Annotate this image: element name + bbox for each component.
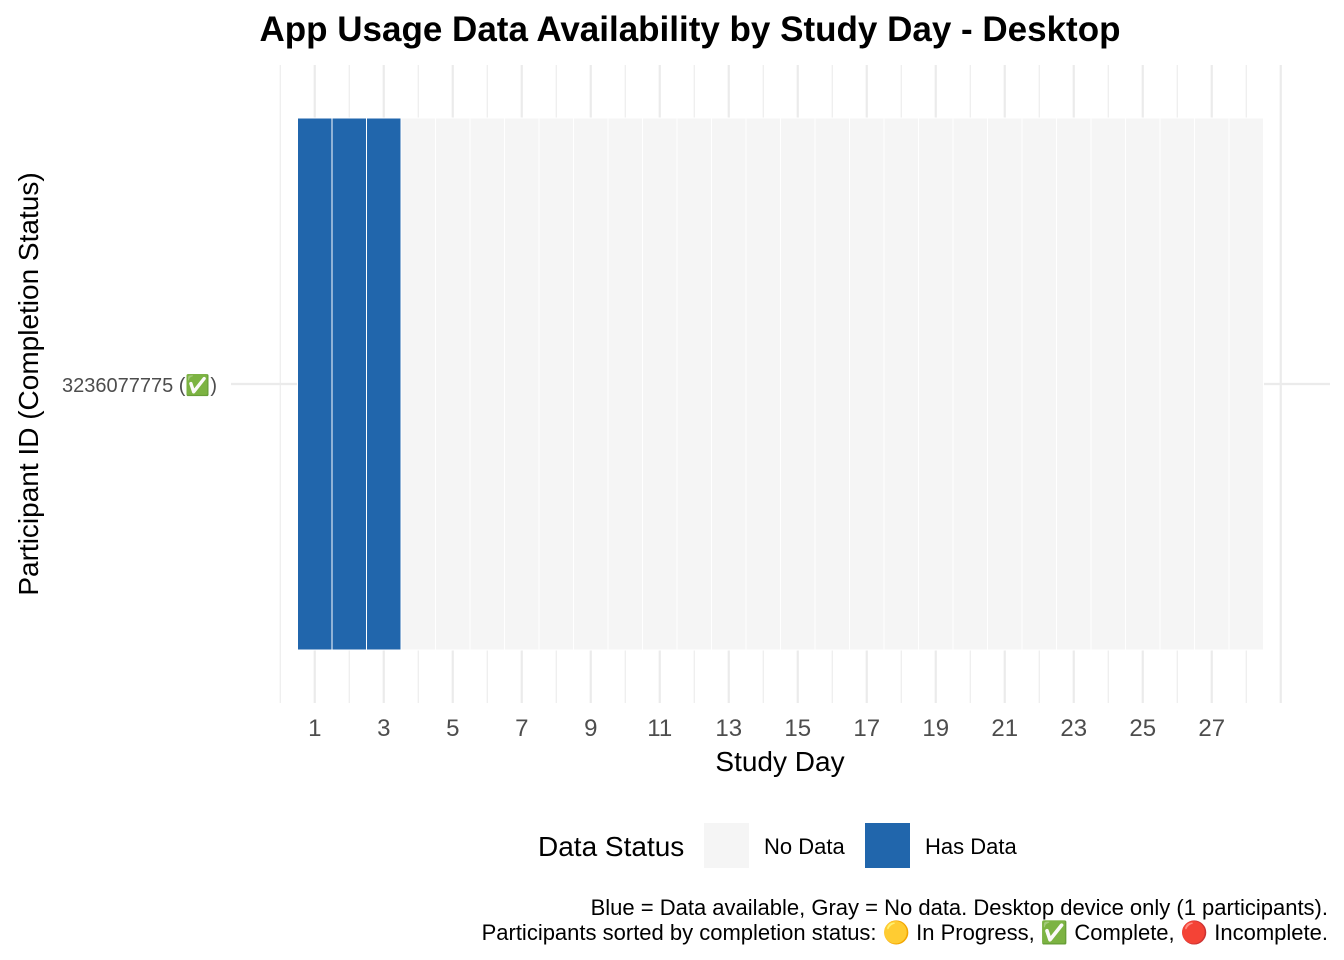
x-tick-label: 7 (515, 715, 528, 742)
x-tick-label: 17 (853, 715, 880, 742)
heatmap-tile (987, 117, 1023, 651)
heatmap-tile (607, 117, 643, 651)
heatmap-tile (1228, 117, 1264, 651)
legend-label-no-data: No Data (764, 834, 845, 859)
heatmap-tile (1125, 117, 1161, 651)
heatmap-tile (1159, 117, 1195, 651)
heatmap-tile (918, 117, 954, 651)
heatmap-tile (538, 117, 574, 651)
x-tick-label: 9 (584, 715, 597, 742)
caption-line-2: Participants sorted by completion status… (482, 920, 1328, 945)
heatmap-tile (849, 117, 885, 651)
legend-title: Data Status (538, 831, 684, 862)
x-tick-label: 1 (308, 715, 321, 742)
heatmap-tile (1090, 117, 1126, 651)
heatmap-tile (366, 117, 402, 651)
heatmap-tile (745, 117, 781, 651)
y-tick-label: 3236077775 (✅) (62, 373, 217, 397)
legend-label-has-data: Has Data (925, 834, 1017, 859)
x-tick-label: 19 (922, 715, 949, 742)
heatmap-tile (1021, 117, 1057, 651)
legend-swatch-has-data (865, 823, 910, 868)
heatmap-tile (642, 117, 678, 651)
chart-title: App Usage Data Availability by Study Day… (260, 10, 1121, 49)
x-ticks: 1 3 5 7 9 11 13 15 17 19 21 23 25 27 (308, 715, 1225, 742)
x-tick-label: 23 (1060, 715, 1087, 742)
heatmap-tile (952, 117, 988, 651)
heatmap-tile (883, 117, 919, 651)
legend: Data Status No Data Has Data (538, 823, 1017, 868)
heatmap-tile (469, 117, 505, 651)
caption-line-1: Blue = Data available, Gray = No data. D… (591, 895, 1328, 920)
y-axis-title: Participant ID (Completion Status) (13, 172, 44, 595)
heatmap-tile (711, 117, 747, 651)
heatmap-tile (676, 117, 712, 651)
x-tick-label: 13 (715, 715, 742, 742)
heatmap-tile (297, 117, 333, 651)
heatmap-tile (331, 117, 367, 651)
x-tick-label: 11 (647, 715, 672, 742)
heatmap-tile (400, 117, 436, 651)
heatmap-tile (780, 117, 816, 651)
x-tick-label: 3 (377, 715, 390, 742)
legend-swatch-no-data (704, 823, 749, 868)
heatmap-tile (573, 117, 609, 651)
x-tick-label: 5 (446, 715, 459, 742)
heatmap-tile (1194, 117, 1230, 651)
x-tick-label: 27 (1198, 715, 1225, 742)
tiles-layer (297, 117, 1264, 651)
x-axis-title: Study Day (715, 746, 844, 777)
x-tick-label: 21 (991, 715, 1018, 742)
heatmap-tile (435, 117, 471, 651)
heatmap-tile (504, 117, 540, 651)
y-ticks: 3236077775 (✅) (62, 373, 217, 397)
heatmap-tile (1056, 117, 1092, 651)
x-tick-label: 15 (784, 715, 811, 742)
x-tick-label: 25 (1129, 715, 1156, 742)
heatmap-tile (814, 117, 850, 651)
